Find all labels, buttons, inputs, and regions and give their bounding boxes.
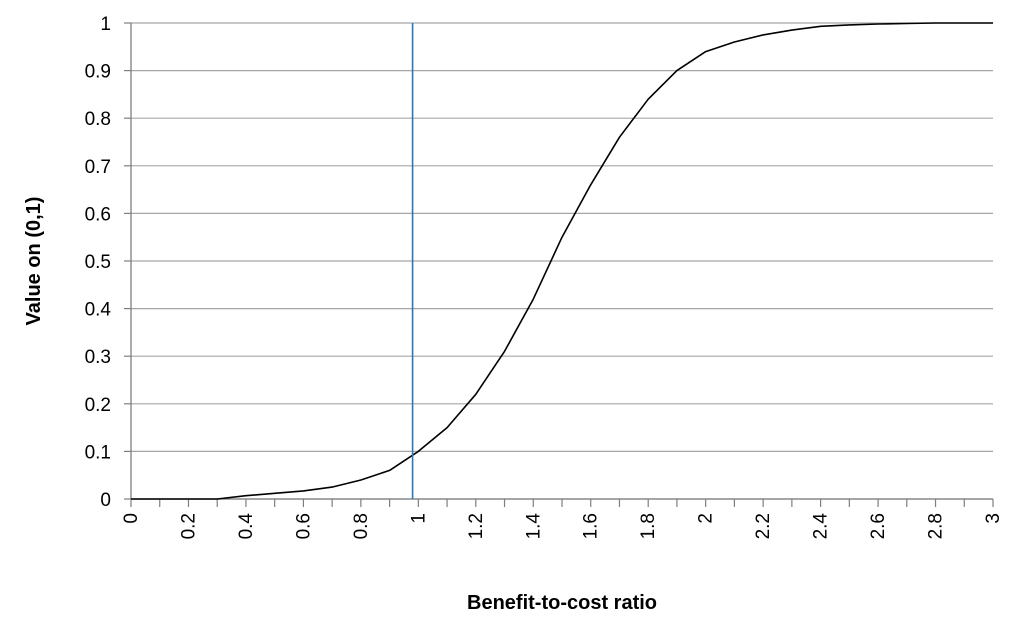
series-line bbox=[131, 22, 993, 500]
x-tick-label: 1 bbox=[408, 513, 429, 524]
x-tick-labels: 0 0.2 0.4 0.6 0.8 1 1.2 1.4 1.6 1.8 2 2.2 2.4 2.6 2.8 3 bbox=[121, 513, 1004, 540]
x-tick-label: 2.2 bbox=[753, 513, 774, 539]
y-tick-label: 0.1 bbox=[85, 442, 111, 463]
x-tick-label: 0 bbox=[121, 513, 142, 524]
x-tick-label: 2.8 bbox=[926, 513, 947, 539]
x-tick-label: 2 bbox=[696, 513, 717, 524]
y-tick-label: 0.4 bbox=[85, 300, 112, 321]
gridlines bbox=[131, 22, 993, 500]
x-tick-label: 0.8 bbox=[351, 513, 372, 539]
x-tick-label: 1.4 bbox=[523, 513, 544, 540]
x-tick-label: 0.6 bbox=[293, 513, 314, 539]
y-axis-title: Value on (0,1) bbox=[23, 197, 45, 326]
series-layer bbox=[131, 22, 993, 500]
y-tick-label: 0.2 bbox=[85, 395, 111, 416]
y-tick-label: 1 bbox=[100, 14, 111, 35]
x-tick-label: 3 bbox=[983, 513, 1004, 524]
y-tick-label: 0.7 bbox=[85, 157, 111, 178]
axes bbox=[124, 22, 994, 507]
y-tick-labels: 0 0.1 0.2 0.3 0.4 0.5 0.6 0.7 0.8 0.9 1 bbox=[85, 14, 112, 511]
y-tick-label: 0 bbox=[100, 490, 111, 511]
y-tick-label: 0.5 bbox=[85, 252, 111, 273]
x-tick-label: 2.6 bbox=[868, 513, 889, 539]
y-tick-label: 0.9 bbox=[85, 62, 111, 83]
y-tick-label: 0.3 bbox=[85, 347, 111, 368]
x-tick-label: 1.2 bbox=[466, 513, 487, 539]
x-tick-label: 0.2 bbox=[178, 513, 199, 539]
y-tick-label: 0.6 bbox=[85, 204, 111, 225]
x-tick-label: 1.8 bbox=[638, 513, 659, 539]
x-axis-title: Benefit-to-cost ratio bbox=[467, 592, 657, 614]
y-tick-label: 0.8 bbox=[85, 109, 111, 130]
x-tick-label: 2.4 bbox=[811, 513, 832, 540]
x-tick-label: 0.4 bbox=[236, 513, 257, 540]
x-tick-label: 1.6 bbox=[581, 513, 602, 539]
